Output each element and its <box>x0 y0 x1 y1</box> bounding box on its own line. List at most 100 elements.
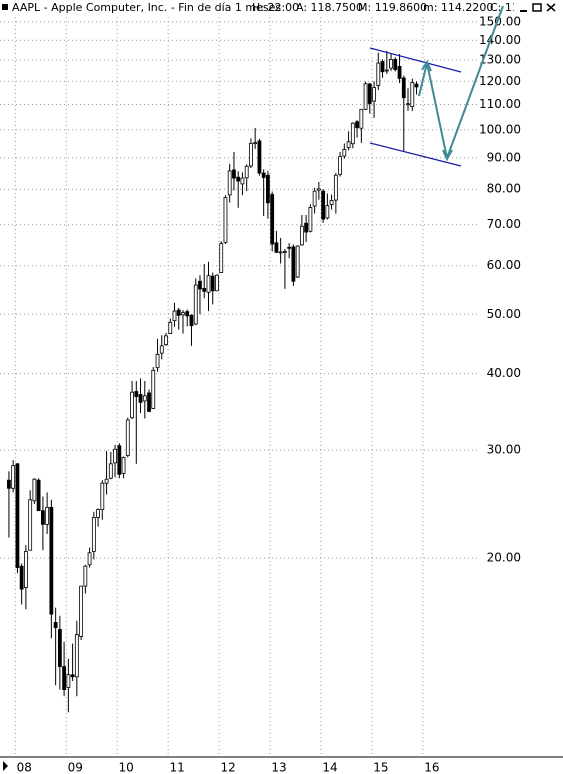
candle <box>11 460 16 493</box>
candle-body <box>159 345 164 354</box>
candle-body <box>87 552 92 566</box>
candle-body <box>189 314 194 327</box>
candle <box>240 172 245 196</box>
y-tick-label: 120.00 <box>479 74 521 88</box>
candle-body <box>219 243 224 273</box>
title-bar-bg <box>0 0 563 16</box>
candle <box>372 81 376 118</box>
candle-body <box>299 225 304 246</box>
candle <box>15 462 20 574</box>
candle-body <box>41 510 45 525</box>
candle-body <box>325 205 330 219</box>
candle-body <box>134 391 139 397</box>
candle-body <box>304 222 309 233</box>
candle-body <box>53 622 58 629</box>
candle <box>96 508 100 527</box>
candle-body <box>113 448 117 464</box>
y-tick-label: 130.00 <box>479 52 521 66</box>
projection-path <box>418 5 504 162</box>
candle-body <box>397 66 402 79</box>
y-tick-label: 110.00 <box>479 97 521 111</box>
candle <box>325 193 330 220</box>
projection-arrowhead <box>421 59 432 72</box>
candle <box>236 171 241 208</box>
candle-body <box>15 463 20 568</box>
candle <box>176 307 181 330</box>
candle <box>389 53 393 71</box>
x-tick-label: 16 <box>424 761 439 774</box>
candle <box>265 170 270 219</box>
candle <box>401 75 406 152</box>
candle <box>193 278 198 326</box>
candle-body <box>308 207 313 232</box>
candle-body <box>265 174 270 204</box>
candle-body <box>96 509 100 518</box>
candle-body <box>172 310 177 322</box>
candle <box>151 367 156 410</box>
header-field: M: 119.8600 <box>358 1 427 14</box>
candle-body <box>100 482 105 510</box>
candle <box>91 511 96 560</box>
candle-body <box>142 395 147 402</box>
candle-body <box>62 666 66 690</box>
candle-body <box>117 445 122 475</box>
candle-body <box>79 585 84 637</box>
candle <box>223 195 228 245</box>
projection-arrowhead <box>442 149 453 162</box>
candle <box>108 451 113 480</box>
candle-body <box>45 506 50 525</box>
candle-body <box>7 479 11 489</box>
candle <box>134 381 139 464</box>
candle-body <box>372 87 376 102</box>
candle <box>45 492 50 534</box>
candle-body <box>253 142 258 145</box>
candle-body <box>278 251 283 254</box>
y-tick-label: 100.00 <box>479 122 521 136</box>
y-tick-label: 140.00 <box>479 33 521 47</box>
candle <box>147 389 151 413</box>
header-field: H: 22:00 <box>252 1 299 14</box>
candle-body <box>291 246 296 282</box>
candle <box>49 499 54 639</box>
candle <box>342 143 347 159</box>
maximize-button[interactable] <box>532 3 542 12</box>
candle <box>125 417 130 458</box>
candle-body <box>164 335 168 346</box>
candle <box>181 310 185 334</box>
candle-body <box>261 172 266 178</box>
candle-body <box>274 242 279 253</box>
candle-body <box>28 499 33 551</box>
chart-title: AAPL - Apple Computer, Inc. - Fin de día… <box>12 1 281 14</box>
candle <box>244 164 249 192</box>
candle-body <box>138 393 143 403</box>
candle <box>261 169 266 217</box>
candle-body <box>108 463 113 479</box>
candle-body <box>283 251 287 253</box>
scroll-arrow[interactable] <box>3 761 8 771</box>
candle-body <box>83 565 88 587</box>
y-tick-label: 90.00 <box>487 150 521 164</box>
channel-upper <box>369 47 462 73</box>
x-tick-label: 10 <box>119 761 134 774</box>
candle-body <box>295 245 300 278</box>
candle-body <box>70 674 75 678</box>
candle <box>329 194 334 210</box>
candle <box>36 478 41 512</box>
y-tick-label: 60.00 <box>487 258 521 272</box>
candle-body <box>367 83 372 104</box>
candle-body <box>338 156 342 175</box>
candle-body <box>181 312 185 316</box>
candle <box>308 204 313 233</box>
close-button[interactable] <box>546 3 556 12</box>
candle-body <box>121 456 126 474</box>
candle <box>393 57 398 72</box>
candle <box>215 274 219 292</box>
candle-body <box>227 170 232 196</box>
candle <box>338 151 342 177</box>
header-field: A: 118.7500 <box>296 1 363 14</box>
candle <box>312 187 317 214</box>
candle <box>113 444 117 478</box>
candle <box>355 120 359 138</box>
